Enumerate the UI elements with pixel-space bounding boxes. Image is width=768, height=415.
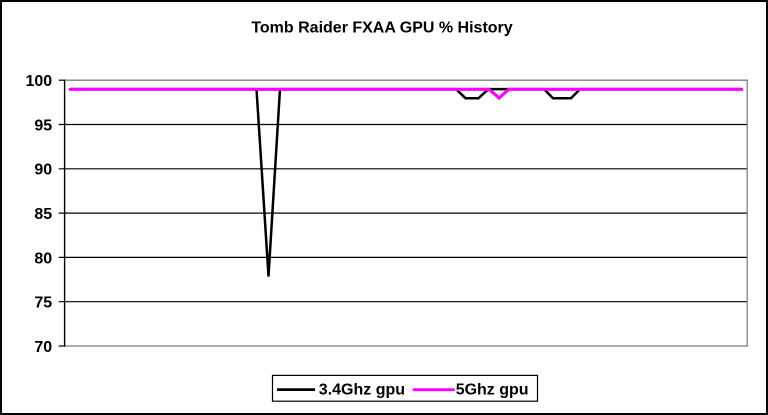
svg-text:80: 80 <box>34 250 52 267</box>
svg-text:5Ghz gpu: 5Ghz gpu <box>456 381 529 398</box>
svg-text:100: 100 <box>25 73 52 90</box>
svg-text:90: 90 <box>34 162 52 179</box>
svg-text:85: 85 <box>34 206 52 223</box>
svg-text:70: 70 <box>34 339 52 356</box>
svg-text:95: 95 <box>34 117 52 134</box>
svg-text:75: 75 <box>34 295 52 312</box>
svg-text:Tomb Raider FXAA GPU % History: Tomb Raider FXAA GPU % History <box>251 19 512 36</box>
svg-text:3.4Ghz gpu: 3.4Ghz gpu <box>319 381 405 398</box>
